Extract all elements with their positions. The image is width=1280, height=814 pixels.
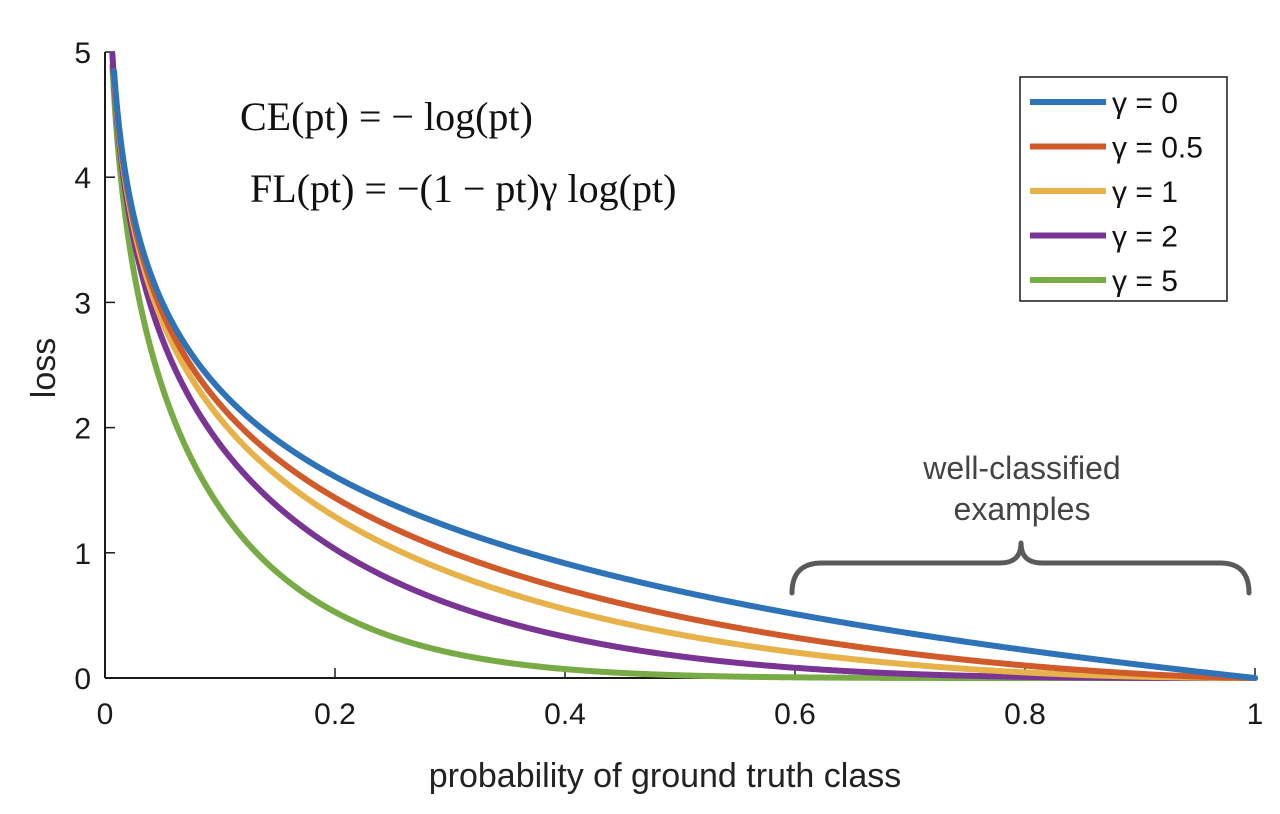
series-line-gamma-2	[109, 51, 1258, 681]
series-line-gamma-0-5	[111, 70, 1258, 681]
y-tick-label: 2	[74, 413, 91, 446]
legend-label: γ = 5	[1112, 265, 1178, 298]
series-line-gamma-0	[111, 68, 1258, 681]
legend-label: γ = 2	[1112, 221, 1178, 254]
axis-ticks: 0 0.2 0.4 0.6 0.8 1 0 1 2 3 4 5	[74, 37, 1263, 731]
annotation-line-2: examples	[954, 491, 1091, 527]
y-tick-label: 3	[74, 287, 91, 320]
x-tick-label: 0	[97, 698, 114, 731]
x-tick-label: 0.2	[314, 698, 356, 731]
legend-label: γ = 1	[1112, 176, 1178, 209]
legend-label: γ = 0	[1112, 87, 1178, 120]
x-axis-title: probability of ground truth class	[429, 757, 901, 795]
well-classified-brace	[789, 540, 1252, 596]
y-tick-label: 0	[74, 663, 91, 696]
series-layer	[109, 51, 1258, 681]
ce-formula: CE(pt) = − log(pt)	[240, 94, 533, 139]
legend: γ = 0 γ = 0.5 γ = 1 γ = 2 γ = 5	[1019, 76, 1228, 302]
x-tick-label: 0.4	[544, 698, 586, 731]
series-line-gamma-1	[111, 72, 1258, 681]
annotation-line-1: well-classified	[922, 450, 1120, 486]
y-tick-label: 1	[74, 538, 91, 571]
x-tick-label: 1	[1247, 698, 1264, 731]
y-axis-title: loss	[25, 338, 63, 398]
legend-label: γ = 0.5	[1112, 132, 1203, 165]
y-tick-label: 4	[74, 162, 91, 195]
x-tick-label: 0.8	[1004, 698, 1046, 731]
y-tick-label: 5	[74, 37, 91, 70]
fl-formula: FL(pt) = −(1 − pt)γ log(pt)	[250, 166, 676, 211]
x-tick-label: 0.6	[774, 698, 816, 731]
